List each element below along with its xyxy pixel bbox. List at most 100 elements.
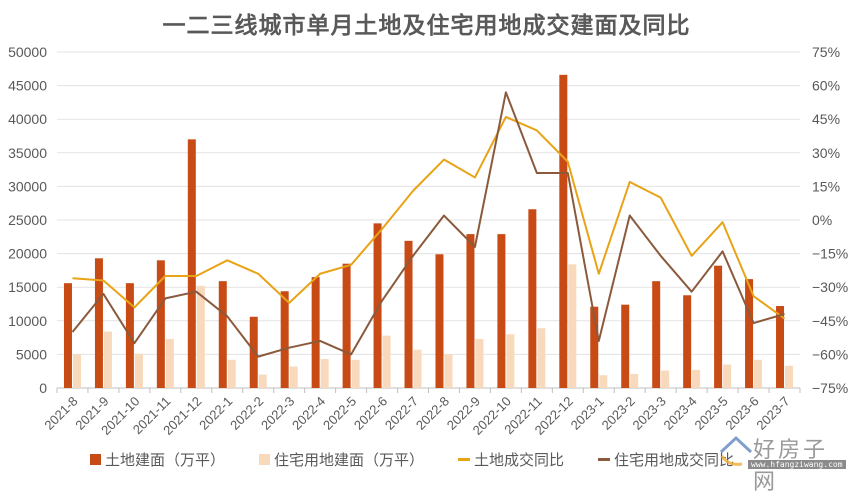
x-axis-tick: 2022-6: [351, 394, 390, 433]
y-axis-tick-right: −30%: [812, 279, 848, 295]
bar-residential-area: [537, 328, 546, 388]
x-axis-tick: 2022-5: [320, 394, 359, 433]
y-axis-tick-right: 45%: [812, 111, 840, 127]
line-land-yoy: [72, 115, 786, 320]
bar-land-area: [280, 291, 289, 388]
bar-residential-area: [568, 264, 577, 388]
legend-item-residential-area: 住宅用地建面（万平）: [259, 449, 424, 470]
y-axis-tick-left: 20000: [8, 246, 47, 262]
bar-residential-area: [785, 365, 794, 388]
bar-residential-area: [289, 366, 298, 388]
bar-land-area: [373, 223, 382, 388]
legend-label: 土地成交同比: [474, 451, 565, 469]
x-axis-tick: 2023-7: [753, 394, 792, 433]
bar-land-area: [311, 277, 320, 388]
y-axis-tick-left: 30000: [8, 178, 47, 194]
bar-residential-area: [165, 338, 174, 388]
x-axis-tick: 2022-2: [227, 394, 266, 433]
y-axis-tick-right: −15%: [812, 246, 848, 262]
y-axis-tick-left: 35000: [8, 145, 47, 161]
bar-land-area: [466, 234, 475, 388]
bar-residential-area: [661, 370, 670, 388]
watermark-logo: 好房子网 www.hfangziwang.com: [718, 432, 846, 495]
y-axis-tick-left: 5000: [16, 346, 47, 362]
bar-land-area: [714, 265, 723, 388]
bar-land-area: [683, 295, 692, 388]
bar-land-area: [156, 260, 165, 388]
bar-residential-area: [320, 359, 329, 388]
y-axis-tick-right: 60%: [812, 78, 840, 94]
y-axis-tick-right: 75%: [812, 44, 840, 60]
y-axis-tick-left: 50000: [8, 44, 47, 60]
x-axis-tick: 2022-7: [382, 394, 421, 433]
y-axis-tick-left: 0: [39, 380, 47, 396]
bar-land-area: [218, 281, 227, 388]
legend-item-land-yoy: 土地成交同比: [458, 449, 564, 470]
bar-residential-area: [196, 285, 205, 388]
house-icon: [719, 435, 753, 466]
legend-swatch: [259, 454, 271, 465]
legend: 土地建面（万平） 住宅用地建面（万平） 土地成交同比 住宅用地成交同比: [90, 449, 810, 470]
bar-land-area: [528, 209, 537, 388]
y-axis-tick-right: 0%: [812, 212, 832, 228]
bar-land-area: [404, 240, 413, 388]
bar-residential-area: [134, 353, 143, 388]
bar-land-area: [745, 279, 754, 388]
bar-residential-area: [475, 338, 484, 388]
legend-swatch: [90, 454, 101, 465]
x-axis-tick: 2022-4: [289, 394, 328, 433]
legend-label: 土地建面（万平）: [105, 451, 226, 469]
bar-land-area: [621, 304, 630, 388]
bar-residential-area: [444, 354, 453, 388]
bar-residential-area: [413, 349, 422, 388]
x-axis-tick: 2023-5: [691, 394, 730, 433]
bar-residential-area: [723, 364, 732, 388]
x-axis-tick: 2023-2: [599, 394, 638, 433]
legend-label: 住宅用地建面（万平）: [274, 451, 425, 469]
watermark-url: www.hfangziwang.com: [748, 460, 846, 469]
y-axis-tick-right: 15%: [812, 178, 840, 194]
combo-chart: 5000045000400003500030000250002000015000…: [8, 44, 848, 438]
bar-land-area: [776, 306, 785, 388]
legend-item-land-area: 土地建面（万平）: [90, 449, 225, 470]
y-axis-tick-right: −45%: [812, 313, 848, 329]
x-axis-tick: 2021-8: [41, 394, 80, 433]
y-axis-tick-left: 15000: [8, 279, 47, 295]
x-axis-tick: 2022-8: [413, 394, 452, 433]
line-residential-yoy: [71, 91, 785, 358]
y-axis-tick-left: 45000: [8, 78, 47, 94]
bar-residential-area: [258, 374, 267, 388]
y-axis-tick-left: 10000: [8, 313, 47, 329]
bar-land-area: [435, 254, 444, 388]
bar-residential-area: [630, 373, 639, 388]
y-axis-tick-right: 30%: [812, 145, 840, 161]
legend-item-residential-yoy: 住宅用地成交同比: [598, 449, 734, 470]
bar-residential-area: [754, 359, 763, 388]
bar-residential-area: [506, 334, 515, 388]
bar-land-area: [559, 74, 568, 389]
legend-swatch: [458, 458, 471, 461]
x-axis-tick: 2023-4: [661, 394, 700, 433]
bar-residential-area: [382, 335, 391, 388]
y-axis-tick-left: 25000: [8, 212, 47, 228]
y-axis-tick-right: −75%: [812, 380, 848, 396]
legend-label: 住宅用地成交同比: [614, 451, 735, 469]
bar-residential-area: [72, 354, 81, 388]
y-axis-tick-right: −60%: [812, 346, 848, 362]
bar-land-area: [590, 306, 599, 388]
x-axis-tick: 2023-3: [630, 394, 669, 433]
bar-land-area: [187, 139, 196, 388]
chart-title: 一二三线城市单月土地及住宅用地成交建面及同比: [162, 13, 691, 39]
bar-residential-area: [227, 359, 236, 388]
y-axis-tick-left: 40000: [8, 111, 47, 127]
x-axis-tick: 2022-1: [196, 394, 235, 433]
x-axis-tick: 2023-1: [568, 394, 607, 433]
bar-residential-area: [351, 359, 360, 388]
bar-land-area: [63, 283, 72, 388]
x-axis-tick: 2022-3: [258, 394, 297, 433]
x-axis-tick: 2023-6: [722, 394, 761, 433]
bar-land-area: [652, 281, 661, 388]
bar-residential-area: [103, 331, 112, 388]
bar-land-area: [497, 234, 506, 388]
bar-land-area: [94, 258, 103, 388]
